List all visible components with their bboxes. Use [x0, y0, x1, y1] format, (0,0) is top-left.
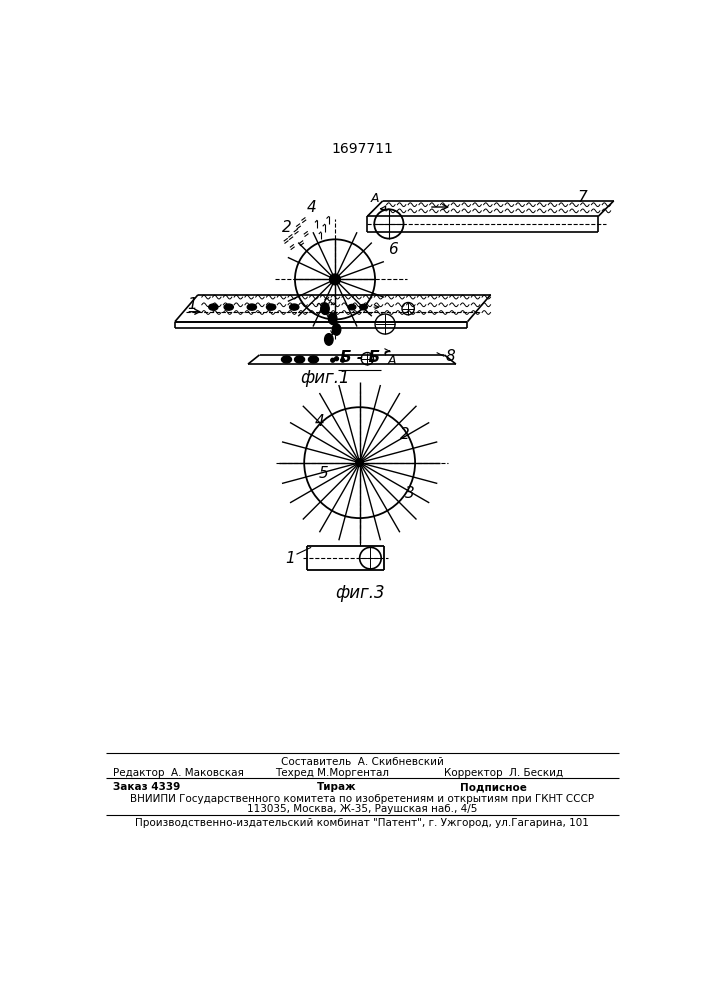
Text: 113035, Москва, Ж-35, Раушская наб., 4/5: 113035, Москва, Ж-35, Раушская наб., 4/5: [247, 804, 477, 814]
Text: Заказ 4339: Заказ 4339: [113, 782, 180, 792]
Text: Б - Б: Б - Б: [339, 350, 380, 365]
Text: 6: 6: [388, 242, 397, 257]
Ellipse shape: [332, 324, 341, 335]
Text: фиг.3: фиг.3: [335, 584, 385, 602]
Text: 3: 3: [404, 486, 414, 501]
Text: 1697711: 1697711: [331, 142, 393, 156]
Text: Редактор  А. Маковская: Редактор А. Маковская: [113, 768, 244, 778]
Ellipse shape: [360, 304, 368, 310]
Ellipse shape: [325, 334, 333, 345]
Text: Корректор  Л. Бескид: Корректор Л. Бескид: [444, 768, 563, 778]
Ellipse shape: [290, 304, 299, 310]
Text: 8: 8: [445, 349, 455, 364]
Text: 1: 1: [286, 551, 296, 566]
Text: фиг.1: фиг.1: [300, 369, 350, 387]
Text: Техред М.Моргентал: Техред М.Моргентал: [275, 768, 389, 778]
Ellipse shape: [295, 356, 305, 363]
Text: A: A: [370, 192, 379, 205]
Text: 7: 7: [578, 190, 588, 205]
Text: 4: 4: [315, 414, 325, 429]
Ellipse shape: [321, 303, 329, 314]
Text: 2: 2: [281, 220, 291, 235]
Circle shape: [356, 459, 363, 466]
Text: 1: 1: [187, 297, 197, 312]
Ellipse shape: [341, 358, 344, 362]
Text: ВНИИПИ Государственного комитета по изобретениям и открытиям при ГКНТ СССР: ВНИИПИ Государственного комитета по изоб…: [130, 794, 594, 804]
Text: 5: 5: [319, 466, 329, 481]
Text: A: A: [388, 354, 397, 367]
Ellipse shape: [348, 304, 356, 310]
Ellipse shape: [329, 313, 337, 324]
Circle shape: [329, 274, 340, 285]
Ellipse shape: [267, 304, 276, 310]
Text: Тираж: Тираж: [317, 782, 357, 792]
Text: Подписное: Подписное: [460, 782, 527, 792]
Text: 4: 4: [306, 200, 316, 215]
Ellipse shape: [224, 304, 233, 310]
Text: Составитель  А. Скибневский: Составитель А. Скибневский: [281, 757, 443, 767]
Text: Производственно-издательский комбинат "Патент", г. Ужгород, ул.Гагарина, 101: Производственно-издательский комбинат "П…: [135, 818, 589, 828]
Ellipse shape: [334, 357, 339, 361]
Ellipse shape: [308, 356, 318, 363]
Text: 2: 2: [400, 427, 410, 442]
Ellipse shape: [247, 304, 257, 310]
Ellipse shape: [281, 356, 291, 363]
Ellipse shape: [331, 358, 334, 362]
Ellipse shape: [209, 304, 218, 310]
